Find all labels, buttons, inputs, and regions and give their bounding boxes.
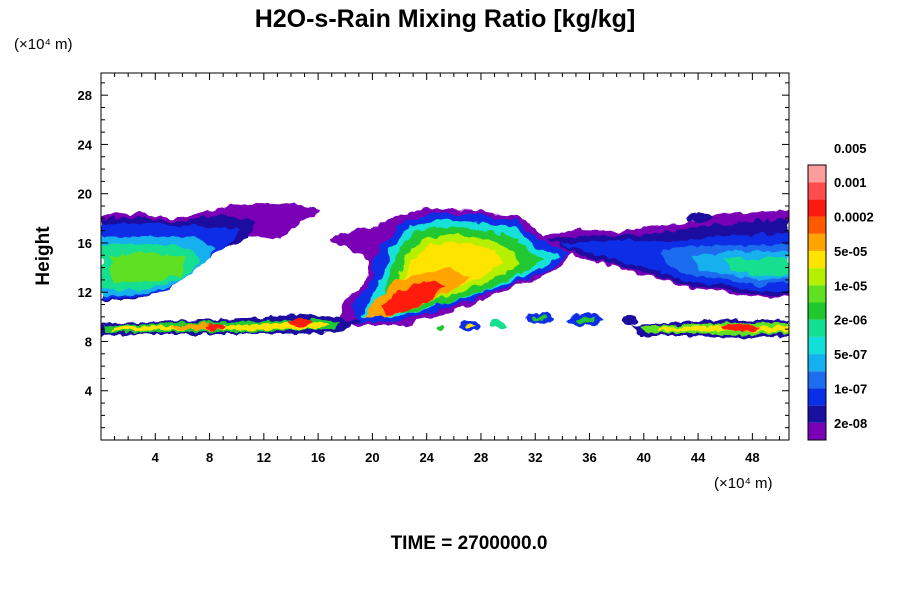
central-core xyxy=(330,208,575,326)
time-label: TIME = 2700000.0 xyxy=(391,533,548,554)
y-tick-label: 8 xyxy=(85,334,92,349)
wisp xyxy=(633,227,657,235)
band-cell xyxy=(435,325,445,331)
plot-frame xyxy=(100,72,790,441)
colorbar-label: 5e-05 xyxy=(834,244,867,259)
colorbar: 2e-08 1e-07 5e-07 2e-06 1e-05 5e-05 0.0002 0.00… xyxy=(807,141,874,441)
x-tick-label: 28 xyxy=(474,450,488,465)
band-cell xyxy=(532,316,548,320)
colorbar-swatch xyxy=(808,422,826,440)
y-tick-label: 24 xyxy=(78,137,93,152)
colorbar-swatch xyxy=(808,354,826,372)
band-red-blob xyxy=(205,324,225,330)
x-tick-label: 12 xyxy=(257,450,271,465)
y-axis-unit: (×10⁴ m) xyxy=(14,36,73,53)
colorbar-label: 5e-07 xyxy=(834,347,867,362)
colorbar-label: 0.0002 xyxy=(834,210,874,225)
colorbar-swatch xyxy=(808,319,826,337)
colorbar-label: 2e-08 xyxy=(834,416,867,431)
x-tick-label: 44 xyxy=(691,450,706,465)
upper-left-anvil xyxy=(101,203,320,300)
colorbar-swatch xyxy=(808,268,826,286)
wisps xyxy=(262,208,714,244)
band-cell xyxy=(490,320,506,328)
y-tick-label: 16 xyxy=(78,236,92,251)
colorbar-label: 1e-05 xyxy=(834,278,867,293)
y-axis-label: Height xyxy=(33,226,54,286)
x-axis-unit: (×10⁴ m) xyxy=(714,475,773,492)
colorbar-label: 2e-06 xyxy=(834,313,867,328)
colorbar-swatch xyxy=(808,233,826,251)
chart-title: H2O-s-Rain Mixing Ratio [kg/kg] xyxy=(255,5,636,33)
colorbar-frame xyxy=(807,164,827,441)
band-cell xyxy=(622,315,638,325)
core-red xyxy=(382,282,445,316)
x-tick-label: 36 xyxy=(582,450,596,465)
y-tick-label: 28 xyxy=(78,88,92,103)
y-tick-label: 4 xyxy=(85,384,93,399)
x-tick-label: 48 xyxy=(745,450,759,465)
colorbar-label: 1e-07 xyxy=(834,381,867,396)
right-anvil-teal xyxy=(725,258,789,276)
wisp xyxy=(262,208,290,220)
y-axis: 4 8 12 16 20 24 28 xyxy=(78,82,789,429)
x-tick-label: 20 xyxy=(365,450,379,465)
colorbar-swatch xyxy=(808,165,826,183)
colorbar-label: 0.005 xyxy=(834,141,867,156)
band-cell xyxy=(575,317,595,323)
x-tick-label: 40 xyxy=(637,450,651,465)
colorbar-swatch xyxy=(808,285,826,303)
colorbar-swatch xyxy=(808,302,826,320)
colorbar-swatch xyxy=(808,199,826,217)
low-level-band xyxy=(101,313,789,338)
band-red-blob xyxy=(288,318,312,326)
x-tick-label: 24 xyxy=(419,450,434,465)
y-tick-label: 20 xyxy=(78,187,92,202)
colorbar-swatch xyxy=(808,182,826,200)
colorbar-swatch xyxy=(808,216,826,234)
colorbar-swatch xyxy=(808,371,826,389)
x-axis: 4 8 12 16 20 24 28 32 36 40 44 48 xyxy=(114,73,781,465)
x-tick-label: 4 xyxy=(152,450,160,465)
colorbar-swatch xyxy=(808,336,826,355)
colorbar-swatch xyxy=(808,405,826,423)
rain-field xyxy=(101,203,789,338)
x-tick-label: 8 xyxy=(206,450,213,465)
colorbar-swatch xyxy=(808,250,826,269)
colorbar-swatch xyxy=(808,388,826,406)
upper-right-anvil xyxy=(540,210,789,298)
band-cell xyxy=(465,324,475,328)
wisp xyxy=(330,236,350,244)
left-anvil-green xyxy=(110,252,185,282)
wisp xyxy=(686,213,714,223)
x-tick-label: 16 xyxy=(311,450,325,465)
band-right-red-blob xyxy=(722,324,758,332)
colorbar-label: 0.001 xyxy=(834,175,867,190)
y-tick-label: 12 xyxy=(78,285,92,300)
x-tick-label: 32 xyxy=(528,450,542,465)
